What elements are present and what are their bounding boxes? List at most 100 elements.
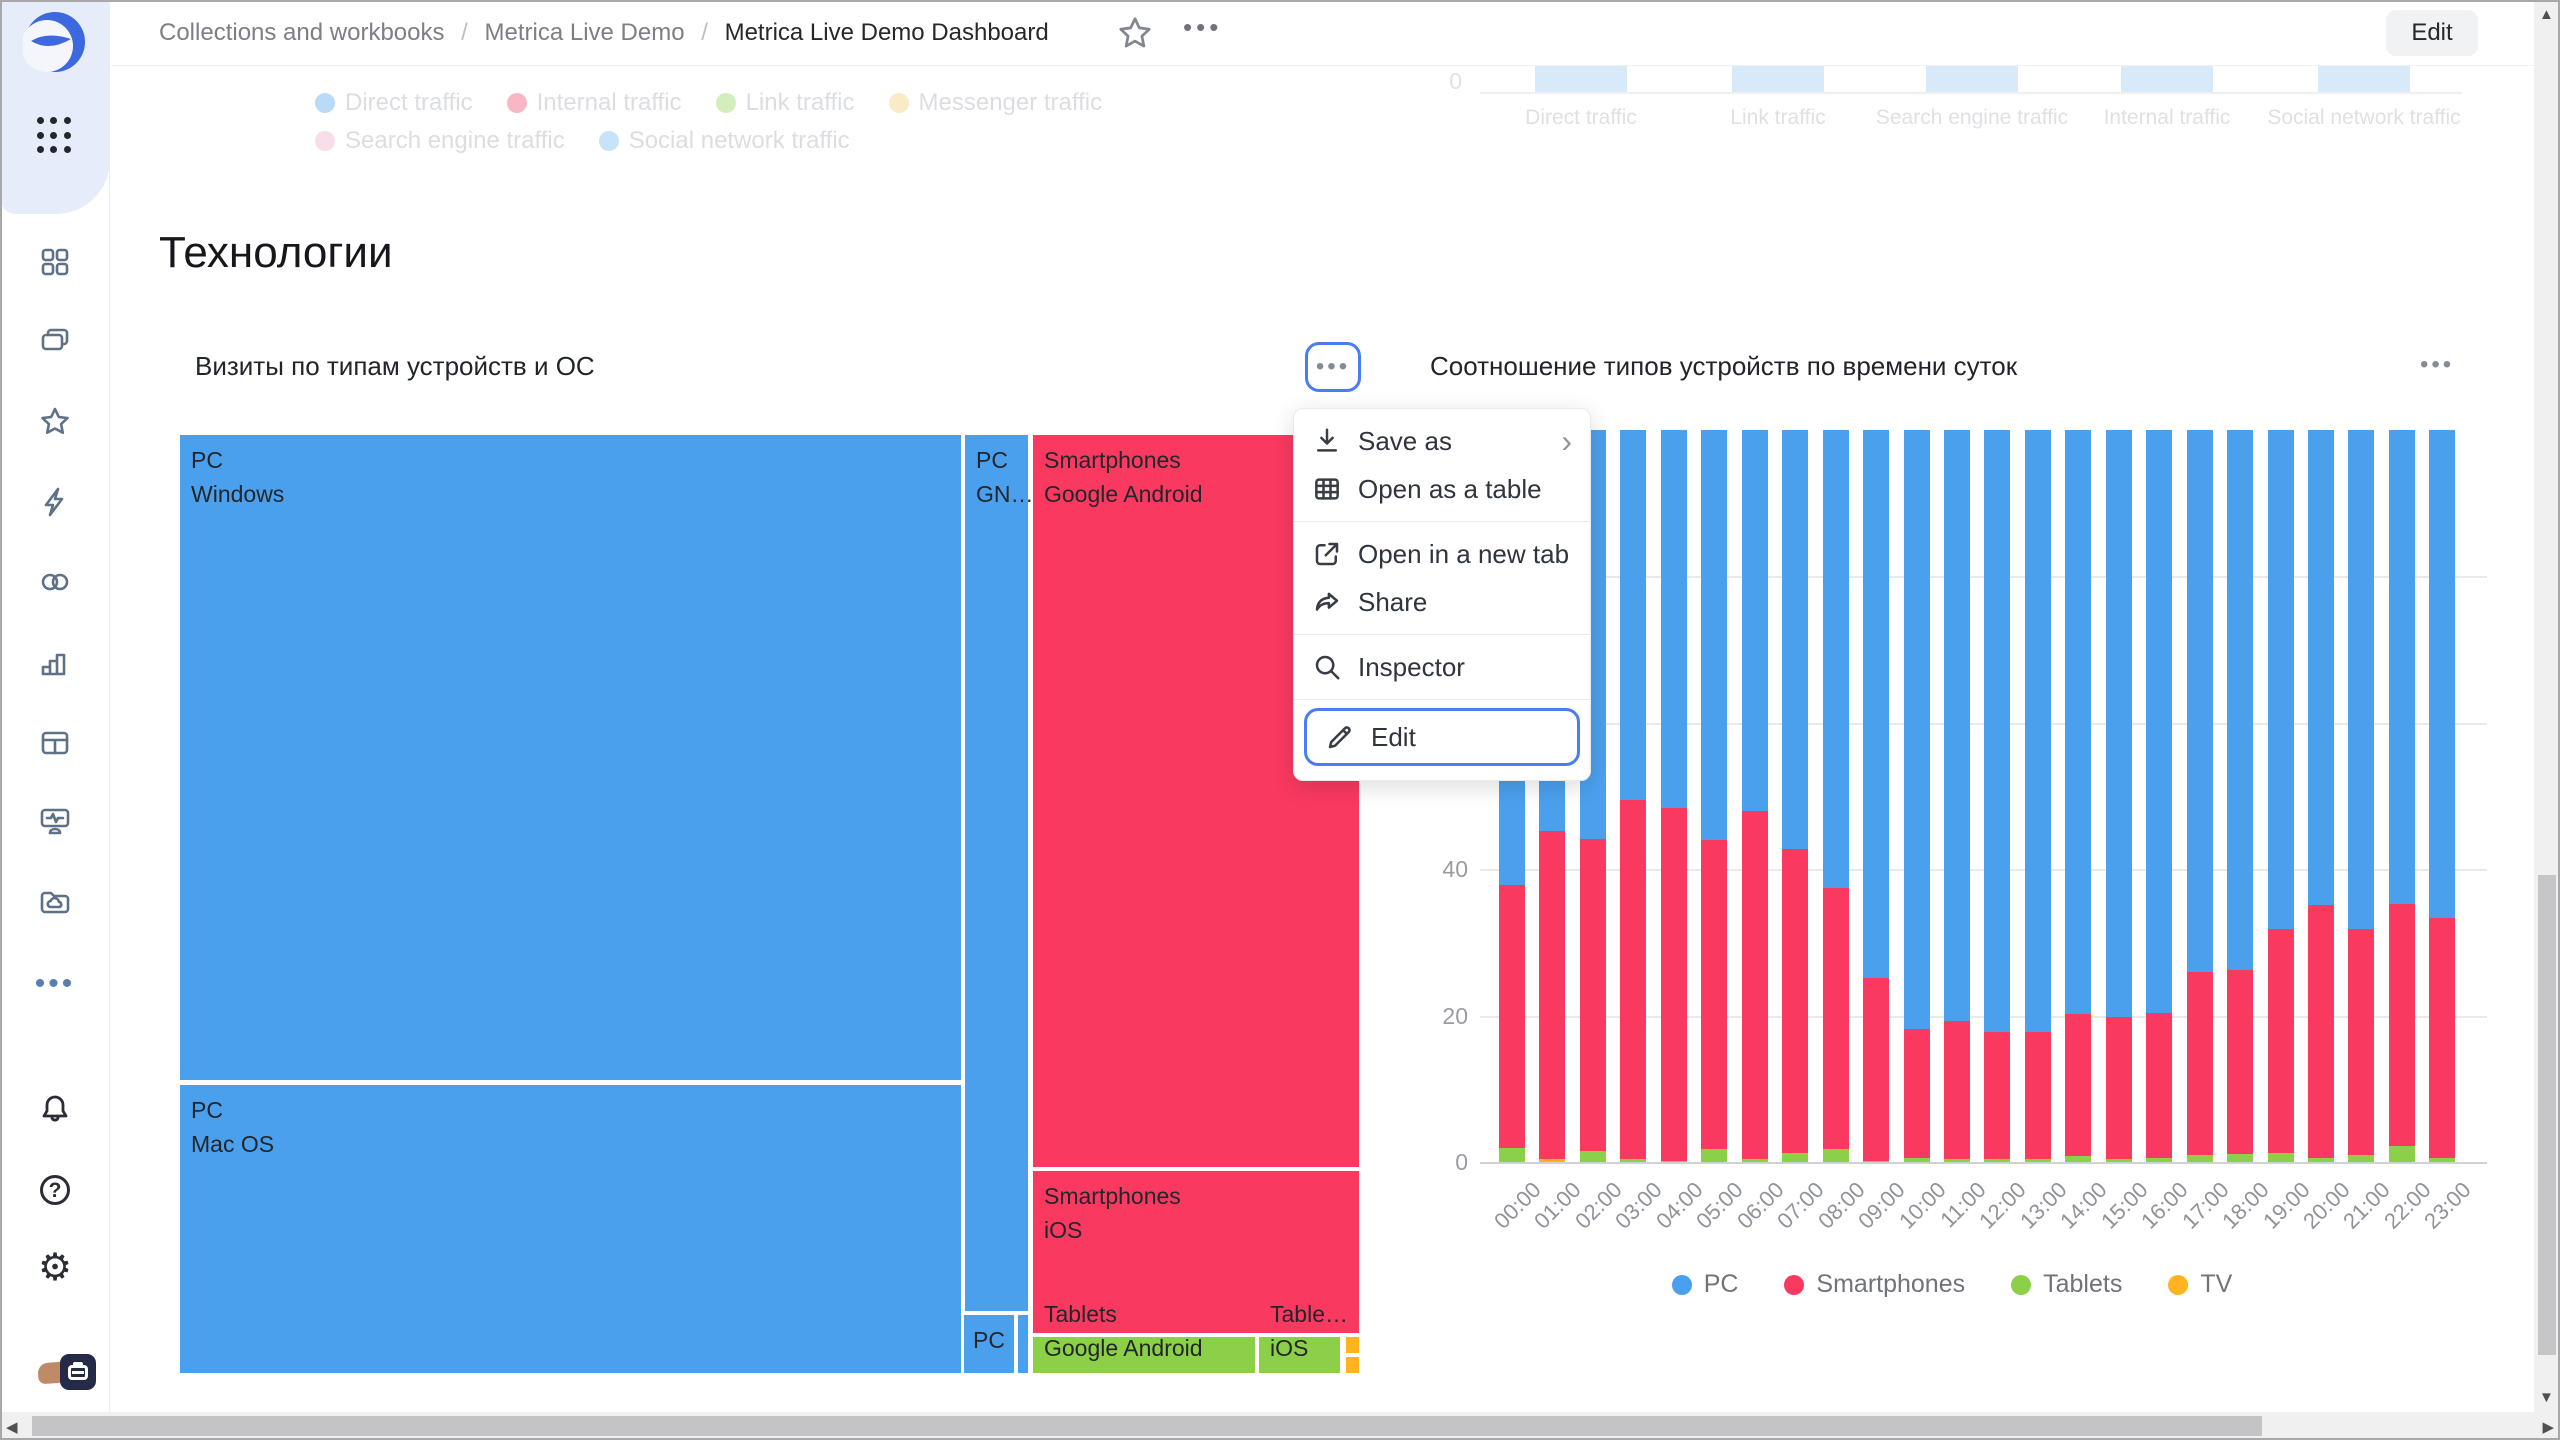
stacked-bar[interactable] [1660, 430, 1687, 1162]
vertical-scrollbar[interactable]: ▲ ▼ [2534, 0, 2560, 1412]
legend-item[interactable]: PC [1671, 1270, 1739, 1299]
treemap-chart[interactable]: PC Windows PC Mac OS PC GN… PC Smartphones Googl… [180, 433, 1359, 1375]
menu-item-focus-ring: Edit [1304, 708, 1580, 766]
menu-item-open-new-tab[interactable]: Open in a new tab [1294, 530, 1590, 578]
stacked-bar[interactable] [1782, 430, 1809, 1162]
treemap-card-menu-button[interactable]: ••• [1305, 342, 1361, 392]
faded-category-label: Search engine traffic [1875, 106, 2069, 129]
legend-item[interactable]: Link traffic [715, 88, 855, 118]
legend-item[interactable]: Internal traffic [506, 88, 682, 118]
bar-segment-smartphones [1984, 1031, 2011, 1160]
sidebar-item-tiles[interactable] [35, 242, 75, 282]
treemap-block[interactable] [180, 1085, 961, 1373]
scroll-right-icon[interactable]: ▶ [2542, 1419, 2554, 1436]
sidebar-item-datasets[interactable] [35, 562, 75, 602]
breadcrumb-collections[interactable]: Collections and workbooks [159, 18, 445, 46]
menu-item-inspector[interactable]: Inspector [1294, 643, 1590, 691]
treemap-block[interactable] [1346, 1337, 1359, 1353]
bar-segment-smartphones [2388, 904, 2415, 1146]
menu-item-open-as-table[interactable]: Open as a table [1294, 465, 1590, 513]
stacked-bar[interactable] [2105, 430, 2132, 1162]
sidebar-item-favorites[interactable] [35, 402, 75, 442]
bar-segment-smartphones [2024, 1032, 2051, 1160]
treemap-block[interactable] [965, 435, 1028, 1311]
stacked-bar[interactable] [2388, 430, 2415, 1162]
sidebar-item-charts[interactable] [35, 643, 75, 683]
settings-button[interactable]: ⚙ [35, 1248, 75, 1288]
services-grid-icon[interactable] [37, 117, 73, 153]
legend-item[interactable]: Direct traffic [315, 88, 473, 118]
datalens-logo-icon[interactable] [21, 10, 87, 74]
stacked-bar[interactable] [2348, 430, 2375, 1162]
monitor-pulse-icon [40, 808, 70, 835]
stacked-bar[interactable] [1822, 430, 1849, 1162]
stacked-bar[interactable] [1741, 430, 1768, 1162]
treemap-block[interactable] [1033, 1171, 1359, 1333]
stacked-bar[interactable] [1701, 430, 1728, 1162]
stacked-bar[interactable] [2146, 430, 2173, 1162]
stacked-bar-chart[interactable]: 0 20 40 00:00 01:00 02:00 03:00 04:00 05:00 06:00… [1394, 325, 2510, 1387]
help-button[interactable]: ? [35, 1170, 75, 1210]
bar-segment-smartphones [2065, 1014, 2092, 1157]
horizontal-scrollbar[interactable]: ◀ ▶ [0, 1412, 2560, 1440]
scroll-down-icon[interactable]: ▼ [2539, 1389, 2554, 1406]
stacked-bar[interactable] [2024, 430, 2051, 1162]
breadcrumb-separator: / [461, 18, 468, 46]
stacked-bar[interactable] [1620, 430, 1647, 1162]
stacked-bar[interactable] [2308, 430, 2334, 1162]
dashboard-more-button[interactable]: ••• [1183, 12, 1223, 42]
stacked-bar[interactable] [1903, 430, 1930, 1162]
legend-item[interactable]: Messenger traffic [888, 88, 1102, 118]
legend-item[interactable]: Social network traffic [598, 126, 850, 156]
stacked-bar[interactable] [2429, 430, 2456, 1162]
menu-item-save-as[interactable]: Save as › [1294, 417, 1590, 465]
stacked-bar[interactable] [2267, 430, 2294, 1162]
scroll-left-icon[interactable]: ◀ [6, 1419, 18, 1436]
stacked-bar[interactable] [1943, 430, 1970, 1162]
bar-chart-card-menu-button[interactable]: ••• [2420, 351, 2455, 378]
stacked-bar[interactable] [2186, 430, 2213, 1162]
sidebar-item-editor[interactable] [35, 802, 75, 842]
user-avatar[interactable] [37, 1352, 96, 1392]
bar-segment-tablets [1701, 1148, 1728, 1162]
bar-segment-pc [1822, 430, 1849, 889]
stacked-bar[interactable] [1863, 430, 1890, 1162]
section-heading: Технологии [159, 228, 393, 277]
scroll-up-icon[interactable]: ▲ [2539, 6, 2554, 23]
treemap-block[interactable] [964, 1315, 1014, 1373]
legend-label: PC [1703, 1270, 1739, 1298]
treemap-block[interactable] [1346, 1357, 1359, 1373]
y-axis-tick-label: 0 [1455, 1149, 1468, 1175]
legend-item[interactable]: Tablets [2011, 1270, 2122, 1299]
legend-item[interactable]: Smartphones [1784, 1270, 1965, 1299]
treemap-block[interactable] [1033, 1337, 1255, 1373]
horizontal-scrollbar-thumb[interactable] [32, 1416, 2262, 1436]
stacked-bar[interactable] [2227, 430, 2254, 1162]
sidebar-item-storage[interactable] [35, 882, 75, 922]
sidebar-item-tables[interactable] [35, 723, 75, 763]
notifications-button[interactable] [35, 1089, 75, 1129]
circles-icon [41, 573, 69, 591]
page-header: Collections and workbooks / Metrica Live… [111, 0, 2534, 66]
menu-item-share[interactable]: Share [1294, 578, 1590, 626]
legend-item[interactable]: TV [2168, 1270, 2232, 1299]
legend-item[interactable]: Search engine traffic [315, 126, 565, 156]
sidebar-item-connections[interactable] [35, 482, 75, 522]
breadcrumb-workbook[interactable]: Metrica Live Demo [484, 18, 685, 46]
treemap-block[interactable] [1259, 1337, 1340, 1373]
sidebar-item-more[interactable]: ••• [35, 964, 75, 1004]
favorite-star-button[interactable] [1117, 15, 1153, 51]
edit-dashboard-button[interactable]: Edit [2386, 10, 2478, 56]
vertical-scrollbar-thumb[interactable] [2538, 875, 2556, 1355]
bar-segment-pc [2065, 430, 2092, 1015]
bar-segment-pc [1863, 430, 1890, 978]
legend-label: Smartphones [1816, 1270, 1966, 1298]
treemap-block[interactable] [180, 435, 961, 1080]
menu-item-edit[interactable]: Edit [1307, 711, 1577, 763]
stacked-bar[interactable] [2065, 430, 2092, 1162]
bar-segment-pc [2227, 430, 2254, 971]
stacked-bar[interactable] [1984, 430, 2011, 1162]
sidebar-item-collections[interactable] [35, 321, 75, 361]
treemap-block[interactable] [1018, 1315, 1028, 1373]
